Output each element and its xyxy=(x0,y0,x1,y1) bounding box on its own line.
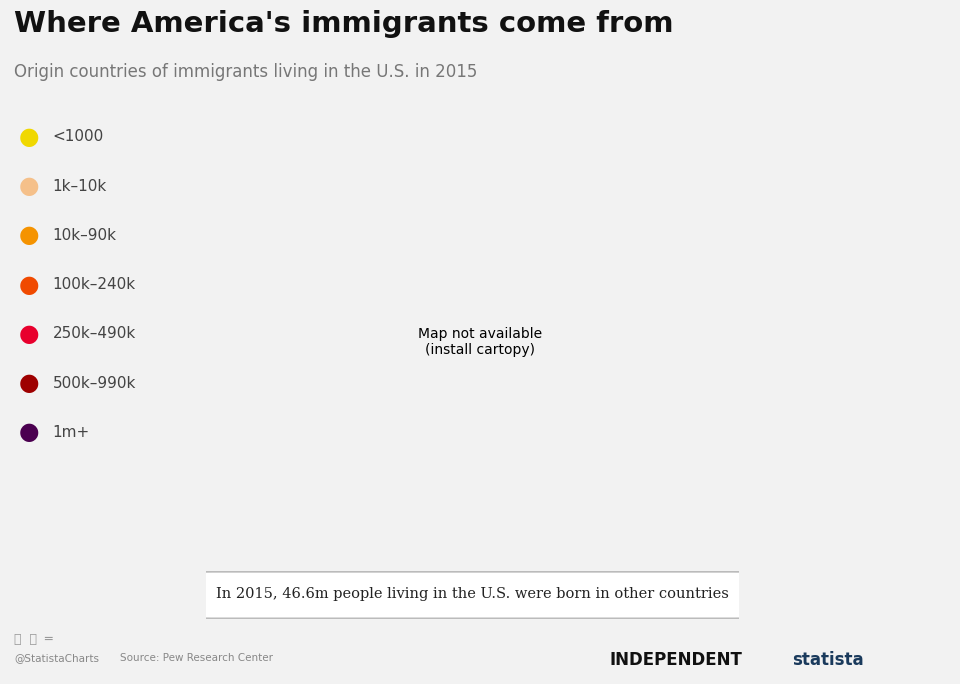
Text: 1m+: 1m+ xyxy=(53,425,90,440)
Text: In 2015, 46.6m people living in the U.S. were born in other countries: In 2015, 46.6m people living in the U.S.… xyxy=(216,587,730,601)
FancyBboxPatch shape xyxy=(190,572,756,618)
Text: <1000: <1000 xyxy=(53,129,104,144)
Text: 10k–90k: 10k–90k xyxy=(53,228,117,243)
Text: ●: ● xyxy=(18,272,39,297)
Text: Origin countries of immigrants living in the U.S. in 2015: Origin countries of immigrants living in… xyxy=(14,63,478,81)
Text: ●: ● xyxy=(18,124,39,149)
Text: ⓒ  ⓘ  ═: ⓒ ⓘ ═ xyxy=(14,633,53,646)
Text: @StatistaCharts: @StatistaCharts xyxy=(14,653,100,663)
Text: 100k–240k: 100k–240k xyxy=(53,277,136,292)
Text: 1k–10k: 1k–10k xyxy=(53,179,108,194)
Text: INDEPENDENT: INDEPENDENT xyxy=(610,651,742,669)
Text: 500k–990k: 500k–990k xyxy=(53,376,136,391)
Text: ●: ● xyxy=(18,321,39,346)
Text: ●: ● xyxy=(18,371,39,395)
Text: ●: ● xyxy=(18,420,39,445)
Text: ●: ● xyxy=(18,223,39,248)
Text: Map not available
(install cartopy): Map not available (install cartopy) xyxy=(418,327,542,357)
Text: 250k–490k: 250k–490k xyxy=(53,326,136,341)
Text: statista: statista xyxy=(792,651,864,669)
Text: Where America's immigrants come from: Where America's immigrants come from xyxy=(14,10,674,38)
Text: Source: Pew Research Center: Source: Pew Research Center xyxy=(120,653,273,663)
Text: ●: ● xyxy=(18,174,39,198)
